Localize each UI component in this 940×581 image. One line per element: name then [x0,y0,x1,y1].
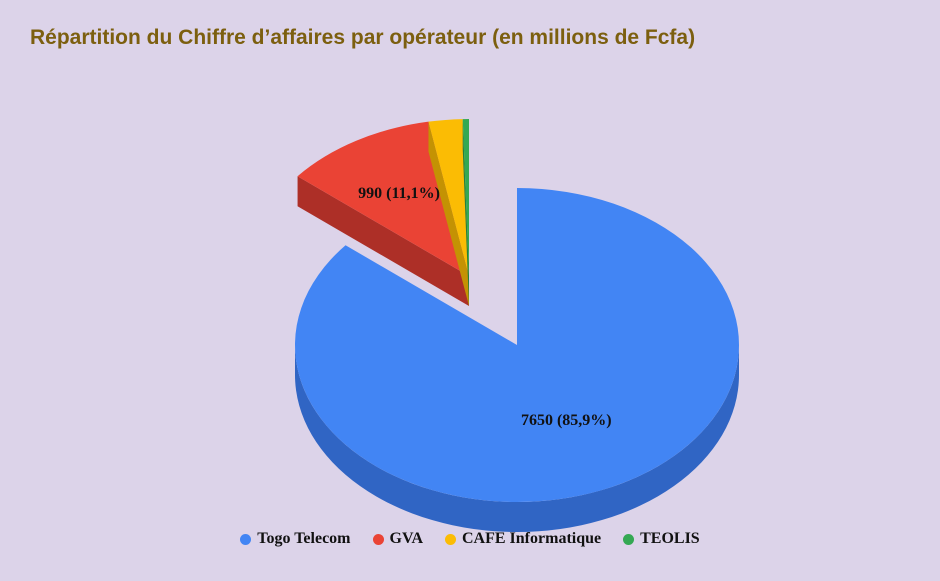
legend-item-togo-telecom: Togo Telecom [240,530,351,548]
legend-item-teolis: TEOLIS [623,530,700,548]
slice-top-teolis [462,119,469,276]
legend-item-gva: GVA [372,530,424,548]
legend-label: GVA [389,530,424,547]
chart-title: Répartition du Chiffre d’affaires par op… [30,26,696,49]
slice-edge-cafe-informatique [428,121,469,306]
legend-item-cafe-informatique: CAFE Informatique [445,530,601,548]
legend-dot-icon [445,533,456,545]
slice-top-togo-telecom [295,188,739,502]
legend-label: TEOLIS [640,530,700,547]
slice-top-cafe-informatique [428,119,469,276]
slice-cafe-informatique [428,119,469,306]
slice-top-gva [297,121,469,276]
legend-dot-icon [623,533,635,545]
slice-gva [297,121,469,306]
slice-edge-gva [297,176,469,306]
legend-dot-icon [372,533,384,545]
chart-legend: Togo Telecom GVA CAFE Informatique TEOLIS [0,530,940,548]
data-label-gva: 990 (11,1%) [358,185,440,202]
legend-label: Togo Telecom [257,530,351,547]
slice-teolis [462,119,469,306]
data-label-togo-telecom: 7650 (85,9%) [521,412,612,429]
slice-togo-telecom [295,188,739,532]
slice-side-togo-telecom [295,345,739,532]
legend-dot-icon [240,533,252,545]
legend-label: CAFE Informatique [462,530,602,547]
slice-edge-teolis [462,119,469,306]
